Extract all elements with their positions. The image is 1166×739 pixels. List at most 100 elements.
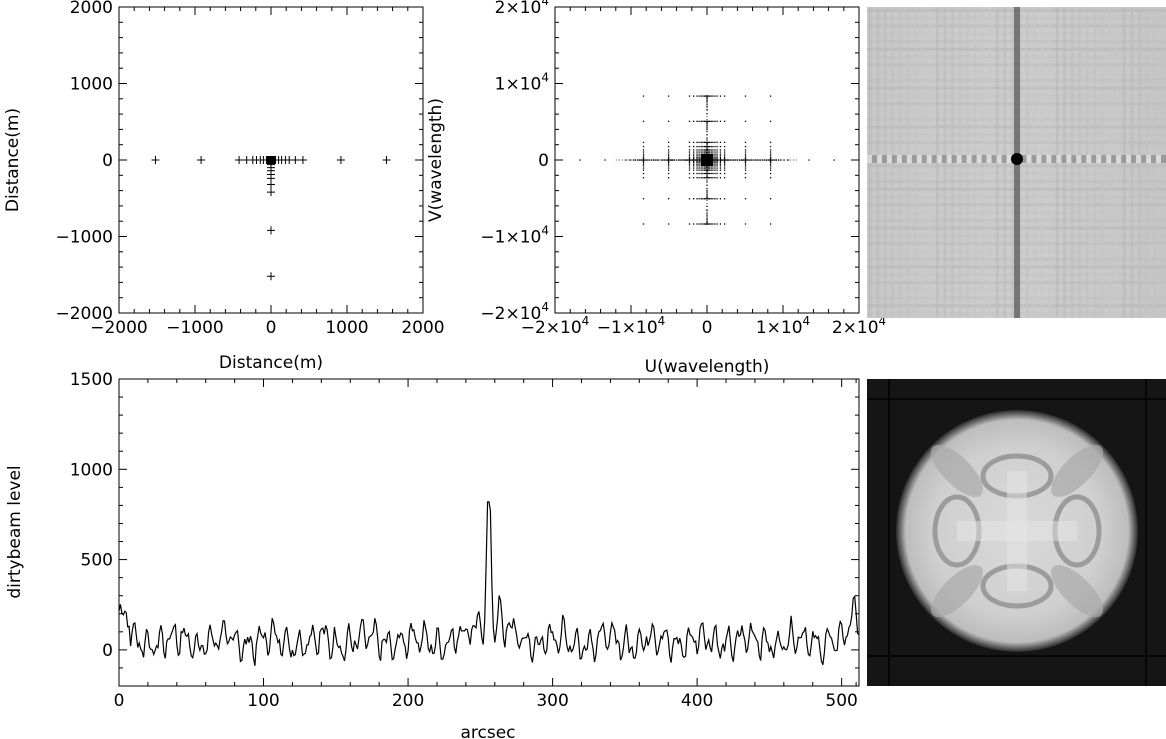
uv-sample: [716, 145, 718, 148]
uv-sample: [710, 167, 712, 169]
uv-sample: [706, 147, 708, 149]
beam-horizontal-ridge: [991, 155, 997, 163]
uv-sample: [707, 120, 709, 122]
uv-sample: [685, 159, 687, 161]
uv-sample: [744, 198, 747, 200]
uv-sample: [693, 156, 695, 159]
uv-sample: [667, 161, 670, 164]
uv-sample: [703, 172, 706, 175]
uv-sample: [744, 160, 747, 162]
uv-sample: [769, 149, 772, 151]
uv-sample: [744, 165, 747, 167]
uv-sample: [706, 171, 708, 173]
uv-sample: [808, 159, 810, 161]
uv-sample: [742, 159, 744, 161]
uv-sample: [714, 223, 716, 225]
uv-sample: [696, 151, 698, 153]
uv-sample: [746, 159, 748, 161]
uv-sample: [787, 159, 789, 161]
y-tick-label: 2000: [70, 0, 113, 18]
uv-sample: [642, 155, 645, 157]
uv-sample: [714, 177, 716, 179]
uv-sample: [667, 158, 670, 160]
uv-sample: [775, 159, 778, 161]
profile-x-axis-label: arcsec: [460, 723, 515, 739]
uv-sample: [703, 151, 706, 153]
beam-horizontal-ridge: [966, 155, 972, 163]
uv-sample: [710, 198, 712, 200]
uv-sample: [696, 120, 698, 122]
uv-sample: [706, 192, 708, 194]
uv-sample: [769, 198, 772, 200]
uv-sample: [707, 145, 709, 148]
uv-sample: [706, 166, 708, 168]
uv-sample: [692, 159, 694, 161]
uv-sample: [688, 198, 691, 200]
uv-sample: [772, 159, 774, 161]
beam-horizontal-ridge: [867, 155, 872, 163]
uv-sample: [736, 159, 739, 161]
uv-sample: [693, 167, 695, 169]
uv-sample: [707, 95, 709, 97]
uv-sample: [688, 155, 691, 157]
uv-sample: [604, 159, 606, 161]
uv-sample: [673, 159, 676, 161]
uv-sample: [723, 172, 726, 175]
dirty-beam-texture: [867, 7, 1166, 318]
uv-sample: [667, 145, 670, 148]
uv-sample: [712, 172, 714, 175]
uv-sample: [708, 177, 711, 179]
uv-sample: [744, 151, 747, 153]
uv-sample: [723, 167, 726, 169]
uv-sample: [656, 159, 658, 161]
uv-sample: [744, 149, 747, 151]
beam-horizontal-ridge: [926, 155, 932, 163]
uv-sample: [712, 95, 714, 97]
uv-sample: [706, 144, 708, 146]
uv-sample: [700, 223, 702, 225]
uv-sample: [642, 160, 645, 162]
uv-sample: [708, 141, 711, 144]
uv-sample: [706, 174, 708, 176]
uv-sample: [769, 153, 772, 155]
x-tick-label: 1×104: [756, 314, 810, 338]
uv-sample: [688, 223, 691, 225]
uv-sample: [642, 165, 645, 167]
uv-sample: [710, 172, 712, 175]
uv-sample: [710, 223, 712, 225]
uv-sample: [702, 145, 704, 148]
uv-sample: [688, 149, 691, 151]
uv-sample: [712, 145, 714, 148]
uv-sample: [698, 155, 700, 157]
uv-sample: [719, 95, 722, 97]
uv-sample: [712, 177, 714, 179]
uv-sample: [749, 159, 751, 161]
uv-sample: [696, 172, 698, 175]
beam-horizontal-ridge: [1106, 155, 1112, 163]
uv-sample: [714, 161, 716, 164]
uv-sample: [708, 172, 711, 175]
uv-sample: [769, 223, 772, 225]
uv-sample: [696, 149, 698, 151]
uv-sample: [712, 167, 714, 169]
uv-sample: [715, 159, 717, 161]
uv-sample: [719, 155, 722, 157]
uv-sample: [723, 160, 726, 162]
beam-horizontal-ridge: [1061, 155, 1067, 163]
uv-sample: [693, 155, 695, 157]
uv-sample: [714, 198, 716, 200]
uv-sample: [642, 161, 645, 164]
uv-sample: [696, 167, 698, 169]
x-tick-exponent: 4: [582, 314, 590, 328]
uv-sample: [744, 161, 747, 164]
uv-sample: [769, 163, 772, 165]
uv-sample: [744, 158, 747, 160]
antenna-center-marker: [267, 156, 275, 164]
uv-sample: [706, 223, 708, 225]
beam-horizontal-ridge: [1146, 155, 1152, 163]
uv-sample: [706, 198, 708, 200]
x-tick-exponent: 4: [879, 314, 887, 328]
uv-sample: [723, 223, 726, 225]
uv-sample: [642, 158, 645, 160]
uv-sample: [667, 163, 670, 165]
